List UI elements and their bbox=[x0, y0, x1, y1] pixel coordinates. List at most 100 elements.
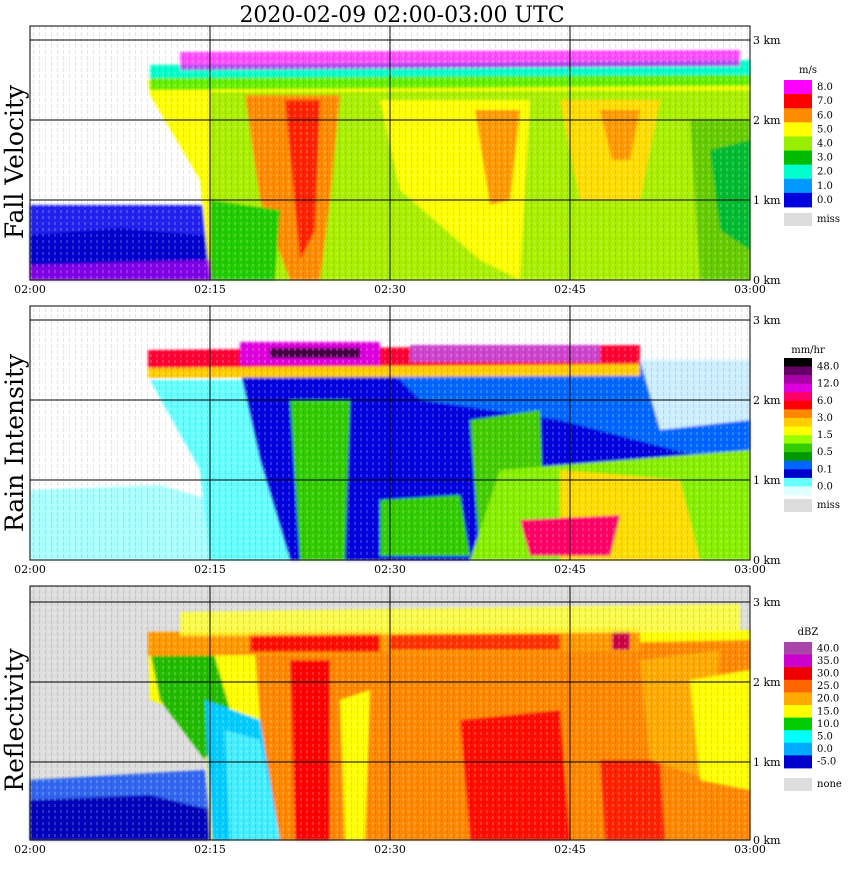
colorbar-swatch bbox=[784, 426, 812, 436]
panel-fall-velocity: Fall Velocity bbox=[0, 25, 751, 281]
colorbar-missing-label: none bbox=[817, 779, 842, 790]
colorbar-tick-label: 0.0 bbox=[817, 481, 833, 492]
colorbar-tick-label: 3.0 bbox=[817, 153, 833, 164]
colorbar-tick-label: 15.0 bbox=[817, 706, 839, 717]
panel-2-ylabel: Rain Intensity bbox=[0, 353, 29, 532]
colorbar-unit-label: dBZ bbox=[798, 627, 819, 638]
colorbar-swatch bbox=[784, 80, 812, 95]
colorbar-missing-swatch bbox=[784, 213, 812, 226]
colorbar-swatch bbox=[784, 486, 812, 496]
colorbar-tick-label: 40.0 bbox=[817, 643, 839, 654]
x-tick-label: 03:00 bbox=[734, 563, 766, 576]
y-tick-label: 3 km bbox=[753, 314, 781, 327]
panel-3-frame bbox=[29, 585, 751, 841]
x-tick-label: 02:00 bbox=[14, 843, 46, 856]
panel-reflectivity: Reflectivity bbox=[0, 585, 751, 841]
y-tick-label: 2 km bbox=[753, 114, 781, 127]
colorbar-tick-label: 2.0 bbox=[817, 167, 833, 178]
colorbar-swatch bbox=[784, 667, 812, 681]
colorbar-missing-label: miss bbox=[817, 500, 840, 511]
x-tick-label: 02:15 bbox=[194, 283, 226, 296]
colorbar-swatch bbox=[784, 755, 812, 769]
y-axis-labels: 3 km 2 km 1 km 0 km 3 km 2 km 1 km 0 km … bbox=[753, 34, 781, 847]
colorbar-tick-label: 10.0 bbox=[817, 719, 839, 730]
colorbar-tick-label: 7.0 bbox=[817, 96, 833, 107]
y-tick-label: 3 km bbox=[753, 34, 781, 47]
y-tick-label: 1 km bbox=[753, 756, 781, 769]
colorbar-tick-label: 1.5 bbox=[817, 430, 833, 441]
colorbar-swatch bbox=[784, 417, 812, 427]
colorbar-swatch bbox=[784, 375, 812, 385]
x-tick-label: 02:00 bbox=[14, 563, 46, 576]
colorbar-swatch bbox=[784, 383, 812, 393]
panel-rain-intensity: Rain Intensity bbox=[0, 305, 751, 561]
colorbar-swatch bbox=[784, 692, 812, 706]
figure-title: 2020-02-09 02:00-03:00 UTC bbox=[239, 3, 564, 28]
colorbar-tick-label: 20.0 bbox=[817, 694, 839, 705]
panel-2-frame bbox=[29, 305, 751, 561]
colorbar-swatch bbox=[784, 94, 812, 109]
colorbar-unit-label: mm/hr bbox=[791, 345, 825, 356]
colorbar-swatch bbox=[784, 717, 812, 731]
y-tick-label: 0 km bbox=[753, 554, 781, 567]
x-tick-label: 03:00 bbox=[734, 283, 766, 296]
colorbar-tick-label: 8.0 bbox=[817, 82, 833, 93]
colorbar-tick-label: 4.0 bbox=[817, 139, 833, 150]
y-tick-label: 0 km bbox=[753, 834, 781, 847]
colorbar-tick-label: 30.0 bbox=[817, 669, 839, 680]
x-tick-label: 02:30 bbox=[374, 283, 406, 296]
colorbar-swatch bbox=[784, 742, 812, 756]
colorbar-swatch bbox=[784, 477, 812, 487]
colorbar-swatch bbox=[784, 192, 812, 208]
colorbar-swatch bbox=[784, 122, 812, 137]
colorbar-missing-label: miss bbox=[817, 214, 840, 225]
colorbar-tick-label: 5.0 bbox=[817, 732, 833, 743]
x-tick-label: 02:45 bbox=[554, 563, 586, 576]
y-tick-label: 1 km bbox=[753, 474, 781, 487]
y-tick-label: 1 km bbox=[753, 194, 781, 207]
colorbar-tick-label: 6.0 bbox=[817, 396, 833, 407]
y-tick-label: 3 km bbox=[753, 596, 781, 609]
colorbar-swatch bbox=[784, 409, 812, 419]
colorbar-swatch bbox=[784, 400, 812, 410]
colorbar-swatch bbox=[784, 469, 812, 479]
panel-3-grid bbox=[30, 586, 750, 840]
y-tick-label: 2 km bbox=[753, 394, 781, 407]
colorbar-swatch bbox=[784, 392, 812, 402]
colorbar-swatch bbox=[784, 460, 812, 470]
colorbar-tick-label: 25.0 bbox=[817, 681, 839, 692]
colorbar-tick-label: 0.0 bbox=[817, 744, 833, 755]
colorbar-swatch bbox=[784, 642, 812, 655]
colorbar-tick-label: 48.0 bbox=[817, 362, 839, 373]
colorbar-swatch bbox=[784, 452, 812, 462]
y-tick-label: 2 km bbox=[753, 676, 781, 689]
y-tick-label: 0 km bbox=[753, 274, 781, 287]
panel-3-ylabel: Reflectivity bbox=[0, 647, 29, 791]
colorbar-swatch bbox=[784, 705, 812, 718]
colorbar-swatch bbox=[784, 136, 812, 151]
colorbar-swatch bbox=[784, 164, 812, 180]
panel-1-frame bbox=[29, 25, 751, 281]
colorbar-swatch bbox=[784, 150, 812, 166]
colorbar-tick-label: 0.5 bbox=[817, 447, 833, 458]
colorbar-tick-label: 6.0 bbox=[817, 110, 833, 121]
colorbar-tick-label: 5.0 bbox=[817, 124, 833, 135]
colorbar-swatch bbox=[784, 443, 812, 453]
colorbar-swatch bbox=[784, 654, 812, 668]
panel-2-grid bbox=[30, 306, 750, 560]
x-tick-label: 02:15 bbox=[194, 843, 226, 856]
colorbar-missing-swatch bbox=[784, 778, 812, 791]
x-tick-label: 02:45 bbox=[554, 283, 586, 296]
colorbar-reflectivity: dBZ 40.0 35.0 30.025.0 20.015.0 10.0 5.00.0 -5.… bbox=[784, 627, 842, 791]
colorbar-tick-label: 35.0 bbox=[817, 656, 839, 667]
x-tick-label: 03:00 bbox=[734, 843, 766, 856]
colorbar-missing-swatch bbox=[784, 499, 812, 512]
colorbar-swatch bbox=[784, 730, 812, 744]
x-tick-label: 02:30 bbox=[374, 843, 406, 856]
x-tick-label: 02:30 bbox=[374, 563, 406, 576]
colorbar-tick-label: 1.0 bbox=[817, 181, 833, 192]
colorbar-tick-label: -5.0 bbox=[817, 757, 836, 768]
colorbar-swatch bbox=[784, 366, 812, 376]
colorbar-tick-label: 0.1 bbox=[817, 464, 833, 475]
panel-1-ylabel: Fall Velocity bbox=[0, 84, 29, 239]
